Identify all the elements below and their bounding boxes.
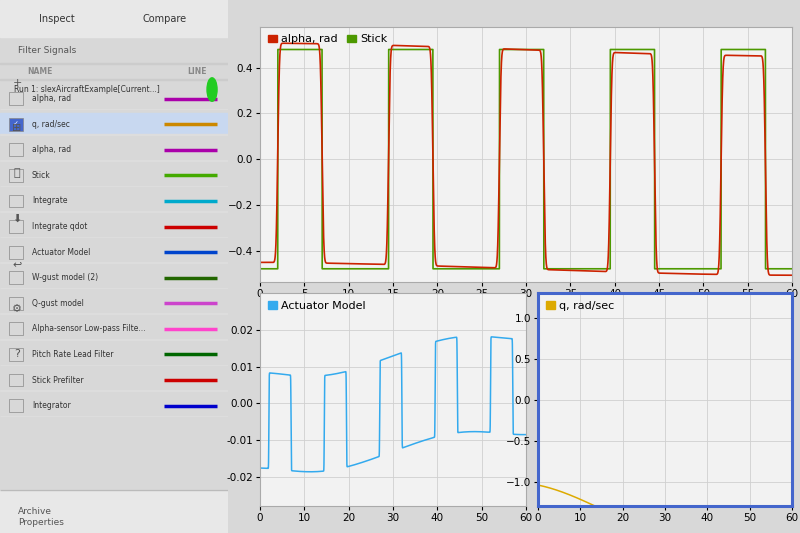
Legend: q, rad/sec: q, rad/sec [543,298,617,313]
Text: Compare: Compare [142,14,186,23]
Text: Pitch Rate Lead Filter: Pitch Rate Lead Filter [32,350,114,359]
Bar [9,399,22,412]
Bar [0,63,228,64]
alpha, rad [787,272,797,278]
Bar [9,246,22,259]
Bar [9,143,22,156]
Text: ✓: ✓ [13,121,19,127]
alpha, rad [278,40,287,46]
Bar [9,169,22,182]
Bar [0,134,228,135]
Line: alpha, rad: alpha, rad [260,43,792,275]
Text: Inspect: Inspect [39,14,75,23]
Text: Properties: Properties [18,518,64,527]
Stick [273,46,282,53]
Bar [0,339,228,340]
Text: LINE: LINE [187,68,206,76]
Text: Filter Signals: Filter Signals [18,46,77,55]
Bar [9,92,22,105]
Bar [0,0,228,37]
Text: Actuator Model: Actuator Model [32,248,90,256]
Text: +: + [13,78,22,87]
Circle shape [207,78,217,101]
Bar [0,262,228,263]
Text: q, rad/sec: q, rad/sec [32,120,70,128]
alpha, rad [258,259,267,265]
Bar [9,271,22,284]
Text: ⬇: ⬇ [13,214,22,223]
Stick [787,265,797,272]
Text: ?: ? [14,350,20,359]
Text: W-gust model (2): W-gust model (2) [32,273,98,282]
alpha, rad [278,40,288,46]
Text: ⊞: ⊞ [13,123,22,133]
Bar [0,211,228,212]
Bar [9,297,22,310]
Bar [9,195,22,207]
Stick [278,46,287,53]
Text: Integrate qdot: Integrate qdot [32,222,87,231]
alpha, rad [287,40,297,46]
Bar [9,220,22,233]
Text: Q-gust model: Q-gust model [32,299,84,308]
Text: ↩: ↩ [13,259,22,269]
Text: Integrator: Integrator [32,401,70,410]
Bar [0,313,228,314]
Legend: alpha, rad, Stick: alpha, rad, Stick [266,32,390,47]
Text: NAME: NAME [27,68,53,76]
alpha, rad [515,46,525,53]
Text: Stick: Stick [32,171,50,180]
Text: 💾: 💾 [14,168,21,178]
Stick [515,46,525,53]
Text: Archive: Archive [18,507,52,516]
Bar [9,322,22,335]
Text: ⚙: ⚙ [12,304,22,314]
Bar [9,118,22,131]
Bar [0,185,228,186]
Text: Alpha-sensor Low-pass Filte...: Alpha-sensor Low-pass Filte... [32,325,146,333]
Text: Integrate: Integrate [32,197,67,205]
Text: alpha, rad: alpha, rad [32,146,71,154]
alpha, rad [255,259,265,265]
Legend: Actuator Model: Actuator Model [266,298,368,313]
Bar [0,112,228,134]
Bar [9,348,22,361]
Stick [258,265,267,272]
Stick [759,46,769,53]
Text: Run 1: slexAircraftExample[Current...]: Run 1: slexAircraftExample[Current...] [14,85,159,94]
Text: alpha, rad: alpha, rad [32,94,71,103]
Line: Stick: Stick [260,50,792,269]
Stick [287,46,297,53]
alpha, rad [759,79,769,85]
Bar [9,374,22,386]
Bar [0,490,228,533]
Text: Stick Prefilter: Stick Prefilter [32,376,83,384]
Bar [0,79,228,80]
Stick [255,265,265,272]
alpha, rad [359,261,369,267]
Stick [359,265,369,272]
